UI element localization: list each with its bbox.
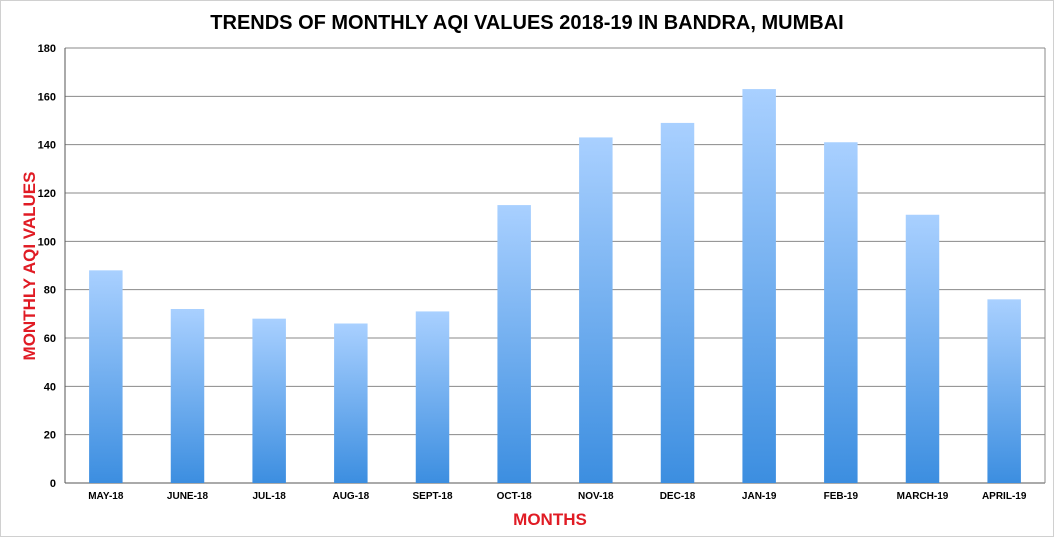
bar-feb-19 xyxy=(824,142,858,483)
bar-nov-18 xyxy=(579,137,613,483)
x-axis-title: MONTHS xyxy=(513,510,587,529)
x-tick-label: MARCH-19 xyxy=(897,491,949,502)
x-tick-label: OCT-18 xyxy=(497,491,532,502)
x-tick-label: JAN-19 xyxy=(742,491,777,502)
y-tick-label: 180 xyxy=(38,43,56,55)
y-tick-label: 20 xyxy=(44,430,56,442)
x-tick-label: DEC-18 xyxy=(660,491,696,502)
y-tick-label: 100 xyxy=(38,236,56,248)
bar-jan-19 xyxy=(742,89,776,483)
bar-layer xyxy=(89,89,1021,484)
chart-title: TRENDS OF MONTHLY AQI VALUES 2018-19 IN … xyxy=(210,12,843,34)
bar-aug-18 xyxy=(334,323,368,483)
x-tick-label: JUNE-18 xyxy=(167,491,209,502)
x-tick-label: APRIL-19 xyxy=(982,491,1027,502)
y-tick-label: 0 xyxy=(50,478,56,490)
bar-oct-18 xyxy=(497,205,531,484)
x-tick-label: SEPT-18 xyxy=(412,491,452,502)
y-tick-label: 60 xyxy=(44,333,56,345)
y-tick-label: 80 xyxy=(44,285,56,297)
bar-sept-18 xyxy=(415,311,450,483)
bar-april-19 xyxy=(987,299,1021,483)
x-tick-label: FEB-19 xyxy=(824,491,859,502)
x-tick-label: AUG-18 xyxy=(332,491,369,502)
x-tick-label: NOV-18 xyxy=(578,491,614,502)
bar-march-19 xyxy=(905,214,940,483)
y-tick-label: 40 xyxy=(44,381,56,393)
grid-layer xyxy=(64,47,1046,484)
y-tick-label: 140 xyxy=(38,140,56,152)
x-tick-label: MAY-18 xyxy=(88,491,124,502)
bar-jul-18 xyxy=(252,318,286,483)
y-tick-layer: 0 20 40 60 80 100 120 140 160 180 xyxy=(38,43,56,490)
bar-dec-18 xyxy=(660,122,695,484)
x-tick-layer: MAY-18 JUNE-18 JUL-18 AUG-18 SEPT-18 OCT-18 NO… xyxy=(88,491,1027,502)
y-axis-title: MONTHLY AQI VALUES xyxy=(20,172,39,361)
x-tick-label: JUL-18 xyxy=(252,491,286,502)
y-tick-label: 120 xyxy=(38,188,56,200)
y-tick-label: 160 xyxy=(38,91,56,103)
bar-may-18 xyxy=(89,270,123,483)
bar-june-18 xyxy=(170,309,205,483)
